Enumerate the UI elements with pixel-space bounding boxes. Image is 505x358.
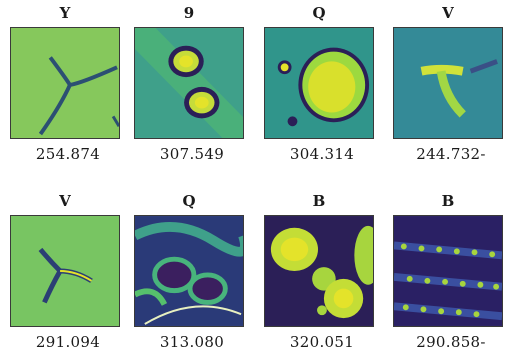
panel-value: 290.858- (416, 333, 486, 351)
panel-value: 291.094 (35, 333, 101, 351)
panel-value: 304.314 (289, 145, 355, 163)
panel-label: V (59, 192, 71, 210)
panel-label: B (312, 192, 326, 210)
panel-label: B (441, 192, 455, 210)
t-shaped-fiber-image (393, 27, 503, 139)
panel-5: V 291.094 (9, 188, 121, 356)
panel-6: Q 313.080 (133, 188, 245, 356)
dotted-streaks-image (393, 215, 503, 327)
bright-cells-image (264, 215, 374, 327)
panel-value: 244.732- (416, 145, 486, 163)
panel-value: 254.874 (35, 145, 101, 163)
panel-1: Y 254.874 (9, 0, 121, 168)
panel-8: B 290.858- (392, 188, 504, 356)
twin-nuclei-image (134, 27, 244, 139)
panel-value: 313.080 (159, 333, 225, 351)
tri-branch-fiber-image (10, 215, 120, 327)
large-cell-image (264, 27, 374, 139)
panel-2: 9 307.549 (133, 0, 245, 168)
panel-label: Q (312, 4, 326, 22)
panel-label: Y (59, 4, 71, 22)
panel-value: 320.051 (289, 333, 355, 351)
tissue-swirl-image (134, 215, 244, 327)
branching-crack-image (10, 27, 120, 139)
panel-7: B 320.051 (263, 188, 375, 356)
panel-label: 9 (183, 4, 195, 22)
panel-label: V (442, 4, 454, 22)
panel-label: Q (182, 192, 196, 210)
panel-3: Q 304.314 (263, 0, 375, 168)
panel-4: V 244.732- (392, 0, 504, 168)
panel-value: 307.549 (159, 145, 225, 163)
